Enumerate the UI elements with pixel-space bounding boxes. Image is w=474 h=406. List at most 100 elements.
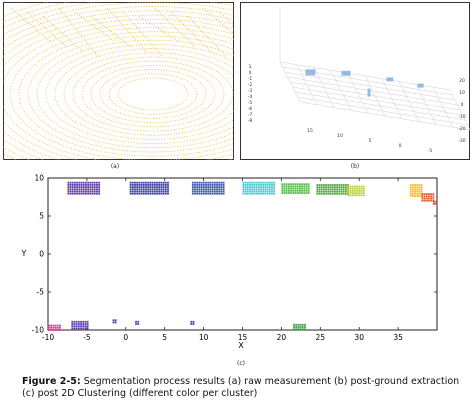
cluster-point — [416, 190, 419, 193]
cluster-point — [285, 192, 288, 194]
cluster-point — [147, 188, 150, 191]
cluster-point — [288, 185, 290, 188]
cluster-point — [69, 181, 72, 184]
cluster-point — [423, 193, 426, 195]
cluster-point — [296, 185, 299, 188]
cluster-point — [409, 184, 412, 186]
cluster-point — [323, 188, 325, 191]
cluster-point — [162, 186, 165, 188]
cluster-point — [131, 192, 134, 195]
cluster-point — [207, 186, 210, 188]
cluster-point — [73, 323, 76, 325]
cluster-point — [301, 328, 304, 331]
cluster-point — [162, 192, 165, 195]
cluster-point — [418, 195, 421, 197]
cluster-point — [198, 188, 201, 191]
cluster-point — [149, 181, 152, 184]
cluster-point — [54, 326, 57, 329]
cluster-point — [327, 188, 330, 191]
cluster-point — [207, 192, 210, 195]
cluster-point — [209, 186, 212, 188]
cluster-point — [316, 192, 319, 195]
cluster-point — [80, 186, 83, 188]
cluster-point — [93, 184, 96, 186]
cluster-point — [207, 188, 210, 191]
cluster-point — [320, 184, 323, 186]
cluster-point — [91, 181, 94, 184]
cluster-point — [145, 186, 147, 188]
cluster-point — [323, 192, 325, 195]
detected-object — [417, 83, 424, 88]
cluster-point — [411, 186, 414, 189]
cluster-point — [211, 181, 214, 184]
y-tick-label: 0 — [39, 250, 44, 259]
cluster-point — [89, 190, 92, 193]
x-tick-label: 30 — [354, 333, 364, 342]
cluster-point — [153, 188, 156, 191]
cluster-point — [160, 192, 163, 195]
cluster-point — [89, 181, 92, 184]
cluster-point — [156, 188, 158, 191]
cluster-point — [82, 192, 85, 195]
cluster-point — [138, 190, 141, 193]
cluster-point — [416, 195, 419, 197]
cluster-point — [299, 185, 301, 188]
cluster-point — [428, 195, 430, 198]
cluster-point — [56, 324, 59, 327]
y-axis-label: Y — [21, 249, 27, 258]
cluster-point — [273, 184, 276, 186]
cluster-point — [82, 190, 85, 193]
cluster-point — [288, 189, 290, 192]
cluster-point — [318, 186, 321, 189]
cluster-point — [347, 192, 350, 194]
cluster-point — [209, 192, 212, 195]
cluster-point — [409, 188, 412, 191]
cluster-point — [216, 181, 218, 184]
cluster-point — [192, 323, 195, 325]
cluster-point — [136, 186, 139, 188]
cluster-point — [135, 320, 137, 323]
cluster-point — [342, 188, 345, 191]
cluster-point — [268, 192, 271, 195]
cluster-point — [358, 185, 361, 188]
cluster-point — [251, 181, 254, 184]
cluster-point — [129, 181, 132, 184]
cluster-point — [112, 319, 115, 322]
cluster-point — [198, 190, 201, 193]
cluster-point — [414, 184, 416, 186]
cluster-point — [74, 190, 76, 193]
cluster-point — [268, 186, 271, 188]
cluster-point — [249, 190, 251, 193]
cluster-point — [76, 186, 79, 188]
cluster-point — [98, 190, 101, 193]
cluster-point — [268, 190, 271, 193]
cluster-point — [136, 184, 139, 186]
cluster-point — [349, 185, 352, 188]
cluster-point — [264, 192, 267, 195]
x-tick-label: 0 — [123, 333, 128, 342]
cluster-point — [283, 192, 286, 194]
cluster-point — [351, 194, 354, 197]
cluster-point — [191, 190, 194, 193]
cluster-point — [242, 188, 245, 191]
cluster-point — [290, 185, 292, 188]
cluster-point — [114, 321, 117, 324]
cluster-point — [362, 190, 365, 192]
cluster-point — [421, 199, 424, 202]
cluster-point — [362, 187, 365, 190]
cluster-point — [156, 186, 158, 188]
scan-segment — [138, 15, 180, 43]
cluster-point — [416, 184, 419, 186]
cluster-point — [318, 190, 321, 193]
cluster-point — [136, 181, 139, 184]
cluster-point — [246, 188, 249, 191]
scan-ring — [90, 65, 216, 124]
cluster-point — [80, 320, 82, 323]
cluster-point — [222, 186, 225, 188]
cluster-point — [80, 188, 83, 191]
cluster-point — [351, 187, 354, 190]
cluster-point — [303, 192, 306, 194]
cluster-point — [425, 195, 428, 198]
cluster-point — [153, 190, 156, 193]
cluster-point — [198, 184, 201, 186]
